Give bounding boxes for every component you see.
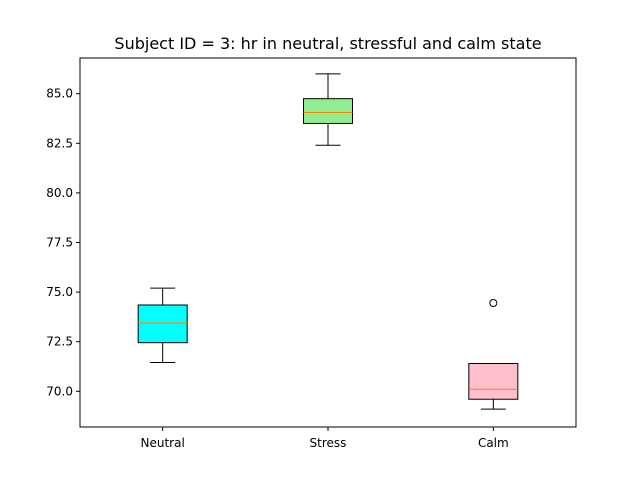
plot-frame <box>79 57 577 428</box>
y-tick-label: 82.5 <box>46 136 73 150</box>
y-tick-label: 80.0 <box>46 186 73 200</box>
x-tick-label: Stress <box>310 436 347 450</box>
outlier-point <box>489 299 498 308</box>
y-tick-label: 72.5 <box>46 335 73 349</box>
y-tick-label: 85.0 <box>46 87 73 101</box>
y-tick-label: 70.0 <box>46 384 73 398</box>
chart-title: Subject ID = 3: hr in neutral, stressful… <box>114 34 541 53</box>
box-body <box>303 98 353 124</box>
box-body <box>137 304 188 344</box>
y-tick-label: 77.5 <box>46 236 73 250</box>
x-tick-label: Neutral <box>141 436 185 450</box>
box-body <box>468 363 519 400</box>
x-tick-label: Calm <box>478 436 509 450</box>
y-tick-label: 75.0 <box>46 285 73 299</box>
